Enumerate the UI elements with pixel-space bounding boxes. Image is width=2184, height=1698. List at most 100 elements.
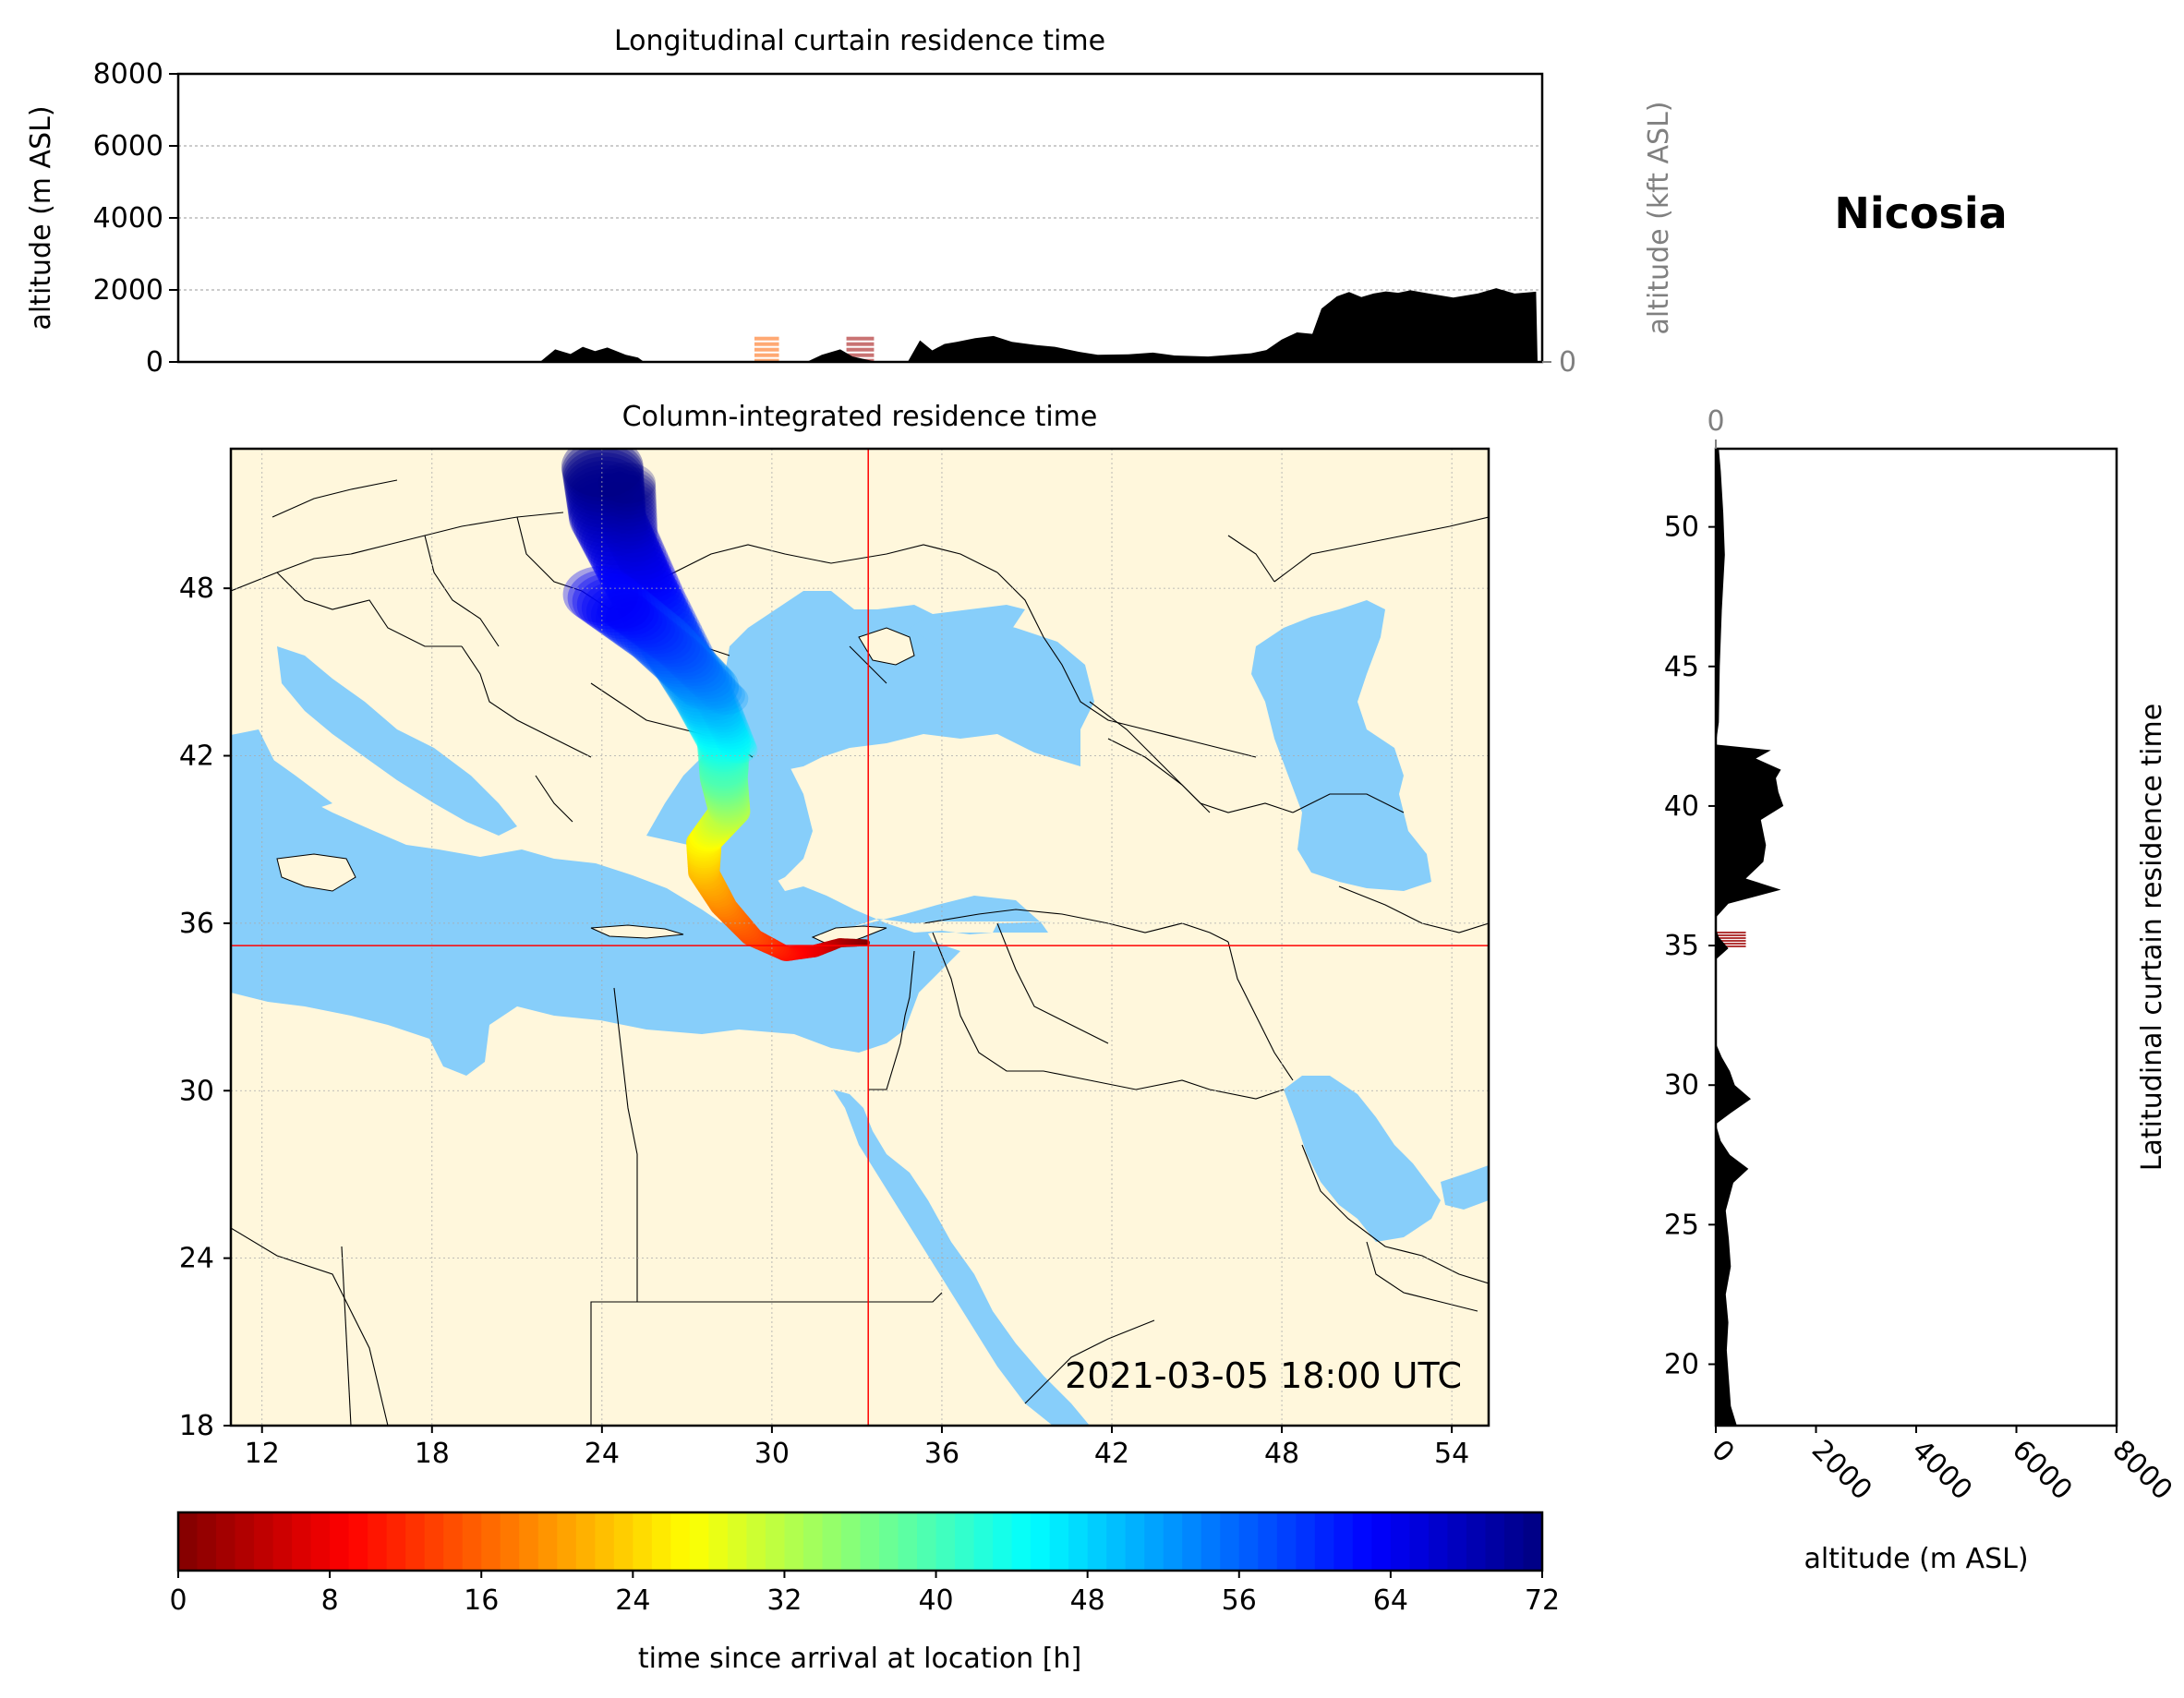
plume-cell bbox=[704, 703, 745, 733]
plume-cell bbox=[564, 456, 645, 517]
plume-cell bbox=[649, 637, 717, 688]
colorbar-cell bbox=[993, 1512, 1013, 1571]
colorbar-cell bbox=[1333, 1512, 1354, 1571]
latitudinal-x-ticks-top: 050100 bbox=[1707, 405, 1725, 449]
plume-cell bbox=[675, 680, 736, 726]
plume-cell bbox=[664, 632, 712, 666]
colorbar-cell bbox=[178, 1512, 199, 1571]
plume-cell bbox=[712, 720, 753, 750]
plume-cell bbox=[689, 668, 736, 703]
plume-cell bbox=[694, 718, 750, 760]
plume-cell bbox=[600, 487, 658, 527]
tick-label: 56 bbox=[1222, 1584, 1257, 1617]
plume-cell bbox=[662, 658, 726, 705]
plume-cell bbox=[677, 683, 737, 729]
plume-cell bbox=[673, 677, 734, 723]
map-islands bbox=[276, 627, 915, 945]
plume-cell bbox=[597, 590, 650, 629]
plume-cell bbox=[672, 646, 719, 680]
tick-label: 48 bbox=[1264, 1438, 1299, 1470]
crete bbox=[590, 924, 684, 939]
tick-label: 0 bbox=[146, 346, 163, 379]
plume-cell bbox=[623, 612, 694, 665]
colorbar-cell bbox=[557, 1512, 577, 1571]
plume-cell bbox=[585, 584, 660, 640]
colorbar-frame bbox=[176, 1511, 1544, 1572]
map-timestamp: 2021-03-05 18:00 UTC bbox=[1065, 1355, 1462, 1396]
plume-cell bbox=[696, 689, 740, 720]
tick-label: 8000 bbox=[93, 58, 163, 90]
plume-cell bbox=[642, 630, 710, 681]
plume-cell bbox=[669, 648, 718, 683]
colorbar-cell bbox=[955, 1512, 975, 1571]
plume-cell bbox=[1716, 939, 1746, 942]
plume-cell bbox=[597, 462, 657, 504]
plume-cell bbox=[707, 712, 749, 741]
plume-cell bbox=[601, 494, 658, 535]
plume-cell bbox=[710, 717, 752, 747]
plume-cell bbox=[599, 475, 657, 515]
plume-cell bbox=[562, 449, 645, 506]
plume-cell bbox=[585, 522, 661, 579]
plume-cell bbox=[576, 576, 652, 633]
plume-cell bbox=[627, 615, 697, 668]
latitudinal-grid bbox=[1715, 449, 1717, 1426]
plume-cell bbox=[590, 587, 665, 643]
plume-cell bbox=[686, 703, 744, 745]
plume-cell bbox=[692, 712, 748, 754]
plume-cell bbox=[693, 682, 736, 714]
colorbar-cell bbox=[575, 1512, 596, 1571]
tick-label: 36 bbox=[179, 908, 214, 940]
colorbar-cell bbox=[500, 1512, 520, 1571]
plume-cell bbox=[684, 668, 730, 700]
plume-cell bbox=[680, 690, 739, 734]
longitudinal-ylabel-right: altitude (kft ASL) bbox=[1643, 101, 1675, 334]
plume-cell bbox=[633, 618, 683, 655]
plume-cell bbox=[658, 638, 707, 674]
plume-cell bbox=[617, 580, 687, 633]
colorbar-cell bbox=[670, 1512, 691, 1571]
colorbar-cell bbox=[386, 1512, 406, 1571]
plume-cell bbox=[694, 686, 738, 717]
longitudinal-panel: Longitudinal curtain residence time 0 200… bbox=[25, 25, 1675, 379]
plume-cell bbox=[690, 708, 746, 752]
plume-cell bbox=[696, 721, 751, 763]
plume-cell bbox=[569, 489, 646, 548]
plume-cell bbox=[571, 494, 649, 552]
plume-cell bbox=[698, 743, 750, 782]
plume-cell bbox=[642, 624, 709, 675]
plume-cell bbox=[622, 590, 693, 643]
colorbar-cell bbox=[292, 1512, 312, 1571]
colorbar-cell bbox=[443, 1512, 464, 1571]
plume-cell bbox=[628, 600, 697, 652]
plume-cell bbox=[658, 622, 707, 657]
tick-label: 8000 bbox=[2106, 1434, 2178, 1507]
plume-cell bbox=[703, 682, 749, 716]
plume-cell bbox=[655, 634, 705, 670]
plume-cell bbox=[562, 449, 645, 510]
plume-cell bbox=[680, 660, 726, 693]
plume-cell bbox=[606, 597, 658, 635]
plume-cell bbox=[643, 593, 694, 630]
plume-cell bbox=[658, 651, 722, 699]
plume-cell bbox=[601, 594, 655, 632]
tick-label: 42 bbox=[179, 741, 214, 773]
colorbar-cell bbox=[1466, 1512, 1487, 1571]
plume-cell bbox=[717, 729, 756, 758]
map-water bbox=[231, 591, 1489, 1426]
plume-cell bbox=[640, 588, 691, 625]
colorbar-cell bbox=[1296, 1512, 1316, 1571]
tick-label: 20 bbox=[1664, 1348, 1699, 1380]
latitudinal-axes-frame bbox=[1714, 447, 2118, 1427]
plume-cell bbox=[846, 336, 875, 341]
plume-cell bbox=[578, 508, 655, 566]
colorbar-cell bbox=[746, 1512, 766, 1571]
colorbar-cell bbox=[727, 1512, 748, 1571]
sicily bbox=[276, 853, 356, 892]
colorbar-cell bbox=[935, 1512, 956, 1571]
plume-cell bbox=[631, 605, 699, 656]
red-sea bbox=[833, 1090, 1090, 1426]
colorbar-cell bbox=[765, 1512, 786, 1571]
plume-cell bbox=[698, 692, 742, 724]
longitudinal-ylabel: altitude (m ASL) bbox=[25, 105, 57, 330]
